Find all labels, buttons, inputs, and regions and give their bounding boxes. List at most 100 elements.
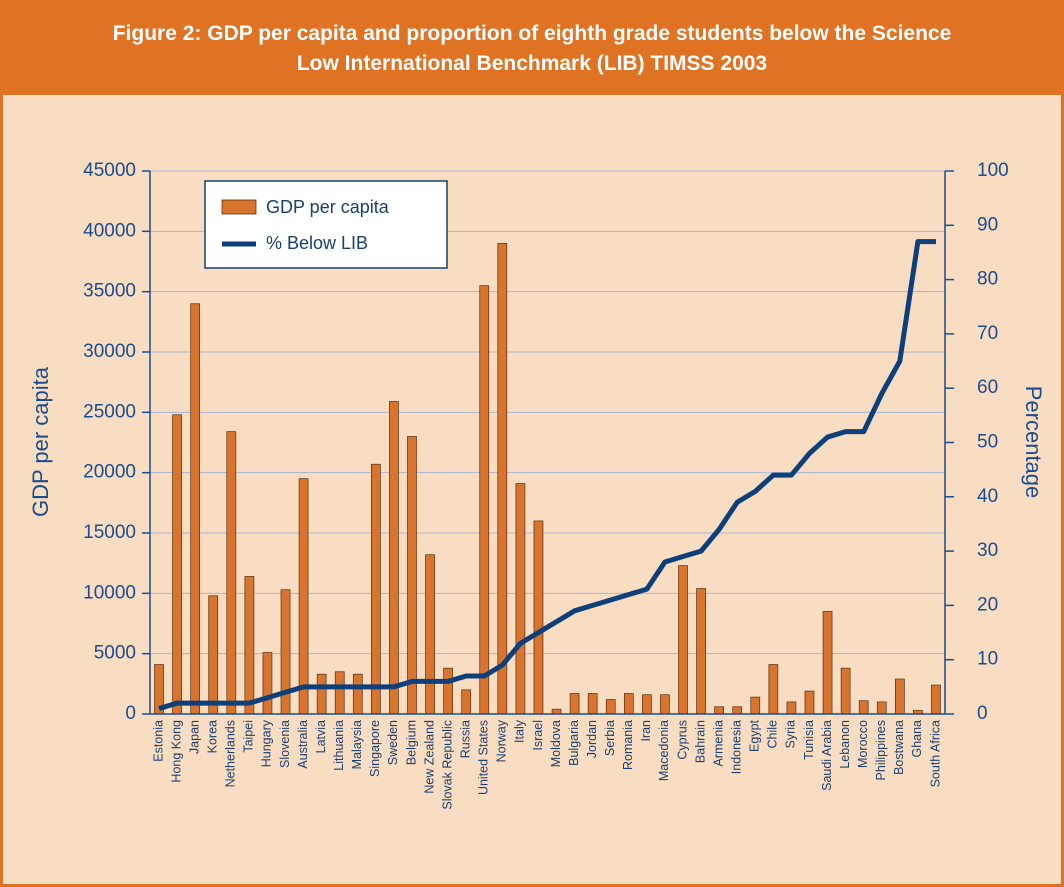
x-tick-label: Iran — [639, 720, 653, 742]
x-tick-label: Sweden — [386, 720, 400, 765]
x-tick-label: New Zealand — [422, 720, 436, 794]
x-tick-label: Moldova — [549, 720, 563, 767]
bar — [244, 576, 255, 715]
y-tick-label: 10000 — [83, 582, 136, 603]
x-tick-label: Hungary — [260, 719, 274, 767]
y-tick-label: 5000 — [94, 643, 136, 664]
y2-tick-label: 50 — [977, 432, 998, 453]
bar — [533, 520, 544, 715]
y-tick-label: 20000 — [83, 462, 136, 483]
x-tick-label: Norway — [495, 719, 509, 762]
y-tick-label: 30000 — [83, 341, 136, 362]
x-tick-label: Serbia — [603, 720, 617, 756]
x-tick-label: Indonesia — [730, 720, 744, 774]
x-tick-label: South Africa — [928, 720, 942, 787]
x-tick-label: Hong Kong — [169, 720, 183, 783]
bar — [605, 699, 616, 715]
bar — [678, 565, 688, 715]
bar — [262, 652, 273, 715]
bar — [389, 401, 399, 715]
y2-tick-label: 70 — [977, 323, 998, 344]
y2-tick-label: 90 — [977, 214, 998, 235]
bar — [497, 243, 508, 715]
x-tick-label: Cyprus — [675, 720, 689, 760]
y2-tick-label: 100 — [977, 160, 1009, 181]
bar — [623, 693, 634, 715]
x-tick-label: Taipei — [242, 720, 256, 753]
bar — [876, 701, 887, 715]
x-tick-label: Slovak Republic — [440, 720, 454, 810]
x-tick-label: Egypt — [748, 719, 762, 751]
legend-box — [204, 180, 448, 269]
y2-tick-label: 40 — [977, 486, 998, 507]
x-tick-label: Bostwana — [892, 720, 906, 775]
bar — [714, 706, 724, 715]
x-tick-label: Morocco — [856, 720, 870, 768]
x-tick-label: Ghana — [910, 720, 924, 758]
y-axis-title: GDP per capita — [28, 366, 53, 517]
y2-tick-label: 80 — [977, 269, 998, 290]
bar — [587, 693, 598, 715]
chart-title: Figure 2: GDP per capita and proportion … — [112, 22, 952, 75]
bar — [316, 673, 327, 715]
y-tick-label: 45000 — [83, 160, 136, 181]
bar — [371, 463, 381, 715]
x-tick-label: Lebanon — [838, 720, 852, 769]
x-tick-label: Armenia — [711, 720, 725, 767]
x-tick-label: Italy — [513, 719, 527, 743]
x-tick-label: Romania — [621, 720, 635, 770]
x-tick-label: Philippines — [874, 720, 888, 780]
x-tick-label: Saudi Arabia — [820, 720, 834, 791]
x-tick-label: Chile — [766, 720, 780, 749]
legend-label: GDP per capita — [266, 197, 390, 217]
bar — [190, 303, 201, 715]
bar — [858, 700, 869, 715]
bar — [172, 414, 182, 715]
x-tick-label: Lithuania — [332, 720, 346, 771]
x-tick-label: Bulgaria — [567, 720, 581, 766]
bar — [443, 667, 453, 715]
bar — [461, 689, 472, 715]
bar — [642, 694, 652, 715]
x-tick-label: Bahrain — [693, 720, 707, 763]
bar — [407, 436, 417, 715]
bar — [768, 664, 779, 715]
bar — [515, 483, 526, 715]
x-tick-label: Australia — [296, 720, 310, 769]
x-tick-label: Tunisia — [802, 720, 816, 760]
bar — [696, 588, 706, 715]
x-tick-label: Israel — [531, 720, 545, 751]
y-tick-label: 35000 — [83, 281, 136, 302]
legend-swatch — [221, 199, 257, 215]
x-tick-label: Netherlands — [224, 720, 238, 787]
x-tick-label: United States — [477, 720, 491, 795]
bar — [786, 701, 797, 715]
bar — [750, 696, 761, 715]
x-tick-label: Estonia — [151, 720, 165, 762]
bar — [334, 671, 345, 715]
bar — [660, 694, 670, 715]
y2-tick-label: 60 — [977, 377, 998, 398]
x-tick-label: Russia — [458, 720, 472, 758]
legend: GDP per capita % Below LIB — [204, 180, 448, 269]
bar — [804, 690, 815, 715]
bar — [931, 684, 941, 715]
y-tick-label: 25000 — [83, 401, 136, 422]
bar — [208, 595, 219, 715]
bar — [352, 673, 363, 715]
x-tick-label: Singapore — [368, 720, 382, 777]
header: Figure 2: GDP per capita and proportion … — [3, 3, 1061, 95]
y2-tick-label: 10 — [977, 649, 998, 670]
x-tick-label: Syria — [784, 720, 798, 749]
line — [158, 239, 936, 711]
x-tick-label: Belgium — [404, 720, 418, 765]
x-tick-label: Macedonia — [657, 720, 671, 781]
x-tick-label: Slovenia — [278, 720, 292, 768]
bar — [298, 478, 309, 715]
bar — [822, 611, 833, 715]
x-tick-label: Korea — [206, 720, 220, 753]
bar — [840, 667, 851, 715]
bar — [569, 693, 580, 715]
x-tick-label: Jordan — [585, 720, 599, 758]
bar — [425, 554, 435, 715]
